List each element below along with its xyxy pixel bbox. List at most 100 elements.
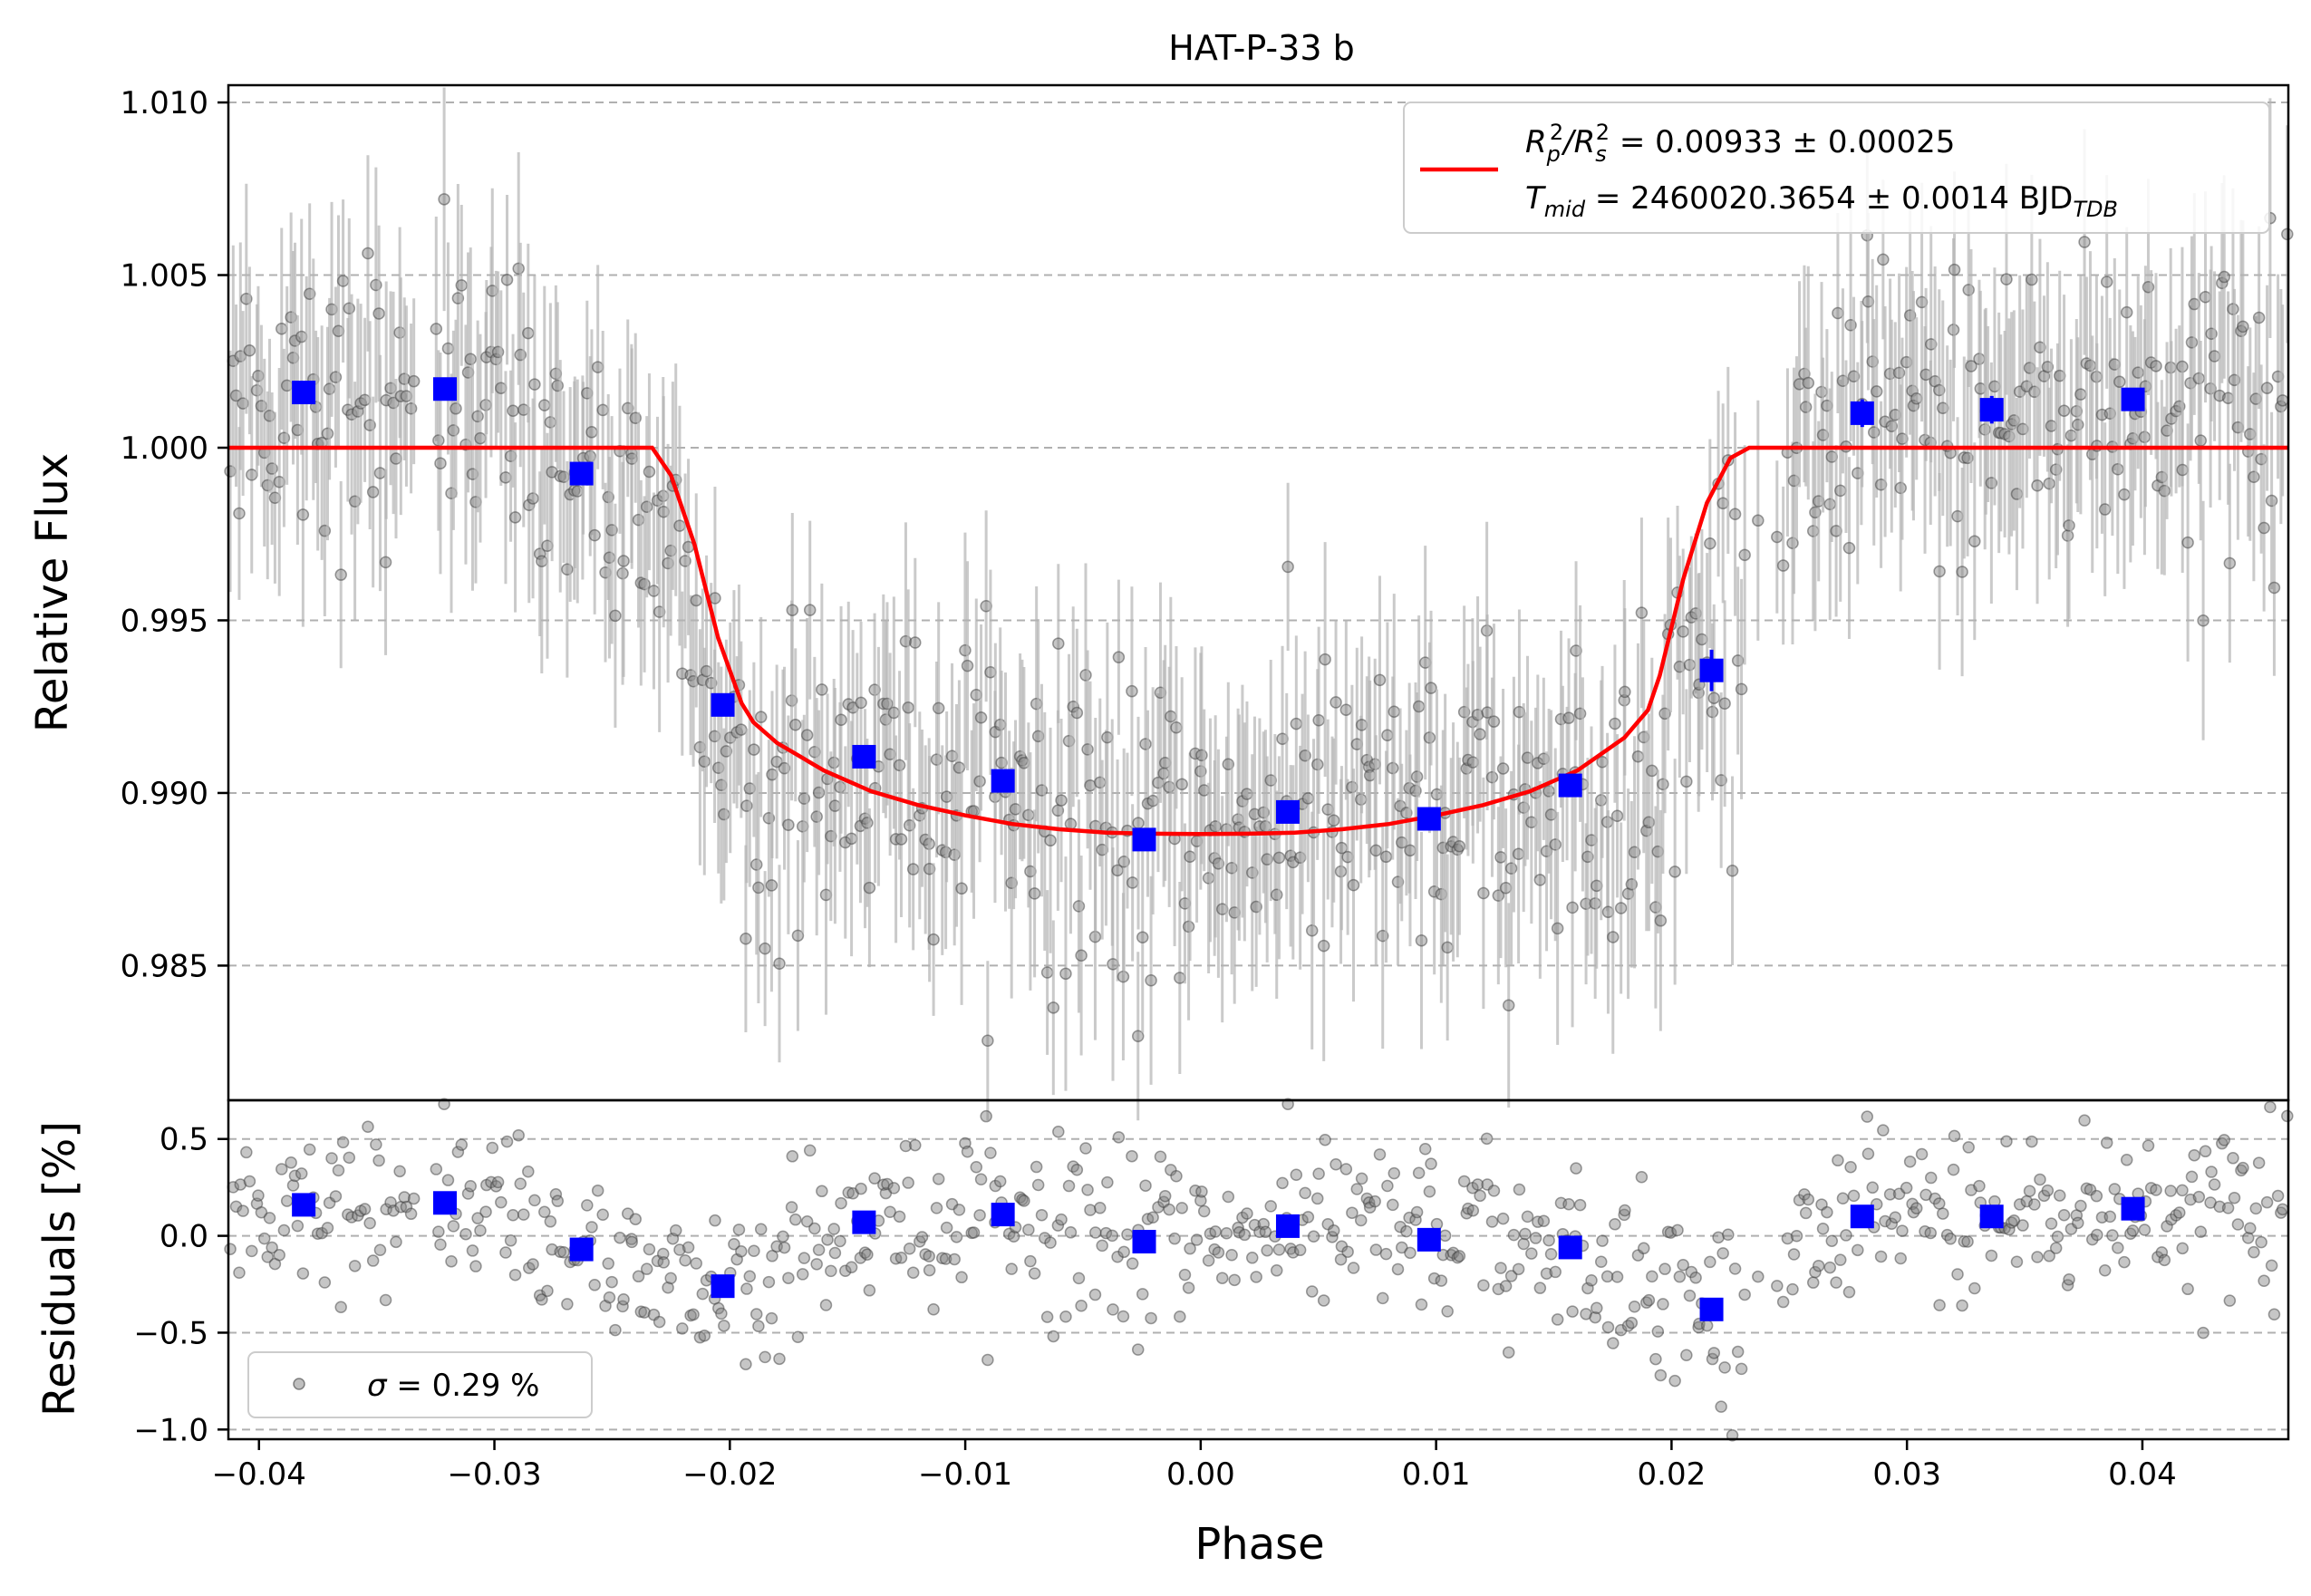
residual-point [2223,1294,2237,1307]
residual-point [2138,1224,2151,1236]
raw-point [709,592,721,605]
residual-point [625,1235,638,1249]
residual-point [1594,1255,1608,1268]
residual-point [1126,1257,1139,1270]
residual-point [2049,1242,2063,1254]
residual-point [329,1190,343,1203]
raw-point [2197,614,2209,627]
residual-point [551,1195,565,1207]
residual-point [902,1176,914,1189]
residuals-legend-box [247,1351,593,1418]
residual-point [1184,1242,1196,1255]
raw-point [2218,270,2230,284]
residual-point [899,1139,913,1153]
residual-point [1376,1291,1389,1305]
raw-point [2064,429,2078,442]
residual-point [1885,1217,1899,1231]
residual-point [1910,1202,1923,1214]
residual-point [1107,1303,1119,1316]
residual-point [2260,1195,2274,1209]
residual-point [732,1224,746,1236]
raw-point [1270,888,1283,902]
residual-point [629,1213,642,1225]
raw-point [596,403,609,417]
raw-point [512,262,525,276]
residual-point [1614,1323,1628,1337]
raw-point [1499,881,1513,895]
residual-point [759,1350,771,1364]
residual-point [588,1279,601,1291]
raw-point [1635,606,1649,619]
raw-point [1738,548,1751,562]
residual-point [1418,1143,1432,1156]
residual-point [1877,1124,1890,1137]
residual-point [2173,1206,2186,1219]
raw-point [1330,696,1342,709]
residual-point [1823,1261,1836,1274]
raw-point [603,551,616,565]
residual-point [2185,1170,2199,1184]
raw-point [759,942,771,955]
residual-point [614,1231,626,1244]
residual-point [1519,1227,1532,1241]
residual-point [1117,1310,1130,1323]
residual-point [1094,1202,1107,1214]
residual-point [1101,1175,1114,1189]
raw-point [464,353,477,365]
residual-point [1423,1185,1436,1198]
residual-point [845,1261,858,1274]
binned-point [569,461,594,486]
residual-point [778,1241,791,1254]
residual-point [1487,1185,1501,1197]
residual-point [827,1223,840,1235]
raw-point [1533,874,1547,886]
residual-point [390,1235,402,1249]
residual-point [1525,1247,1538,1260]
residual-point [336,1136,350,1149]
residual-point [1618,1208,1630,1222]
residual-point [728,1237,740,1251]
residual-point [1752,1270,1765,1283]
raw-point [536,555,548,567]
residual-point [1958,1234,1971,1248]
residual-point [819,1299,833,1311]
main-y-tick-label: 0.985 [121,948,208,984]
raw-point [803,604,817,616]
residual-point [1072,1272,1086,1285]
raw-point [1139,738,1152,750]
raw-point [752,881,765,895]
residual-point [1700,1319,1714,1332]
residual-point [2103,1210,2117,1224]
residual-point [1596,1234,1609,1247]
raw-point [233,507,246,520]
residual-point [536,1293,548,1306]
raw-point [379,556,392,569]
raw-point [1726,864,1739,877]
residual-point [893,1210,906,1224]
residual-point [1677,1259,1689,1272]
residual-point [1368,1195,1381,1208]
residual-point [752,1320,765,1332]
residual-point [2150,1184,2162,1196]
residual-point [863,1284,876,1297]
residual-point [1728,1262,1742,1275]
residual-point [224,1243,237,1255]
residual-point [1195,1185,1208,1198]
residual-point [1542,1233,1555,1247]
main-raw-points [224,87,2294,1121]
residual-point [1947,1163,1960,1176]
residual-point [2264,1100,2277,1114]
residual-point [1883,1188,1897,1201]
residual-point [1474,1189,1486,1203]
residual-point [2231,1218,2245,1231]
residual-point [2090,1189,2103,1203]
raw-point [276,323,288,335]
residual-point [1369,1243,1383,1256]
residual-point [1735,1362,1748,1376]
raw-point [2084,359,2097,372]
raw-point [2098,503,2112,516]
sigma-symbol: σ [367,1368,388,1404]
residual-point [596,1208,609,1222]
residual-point [1852,1243,1864,1257]
residual-point [973,1209,986,1222]
